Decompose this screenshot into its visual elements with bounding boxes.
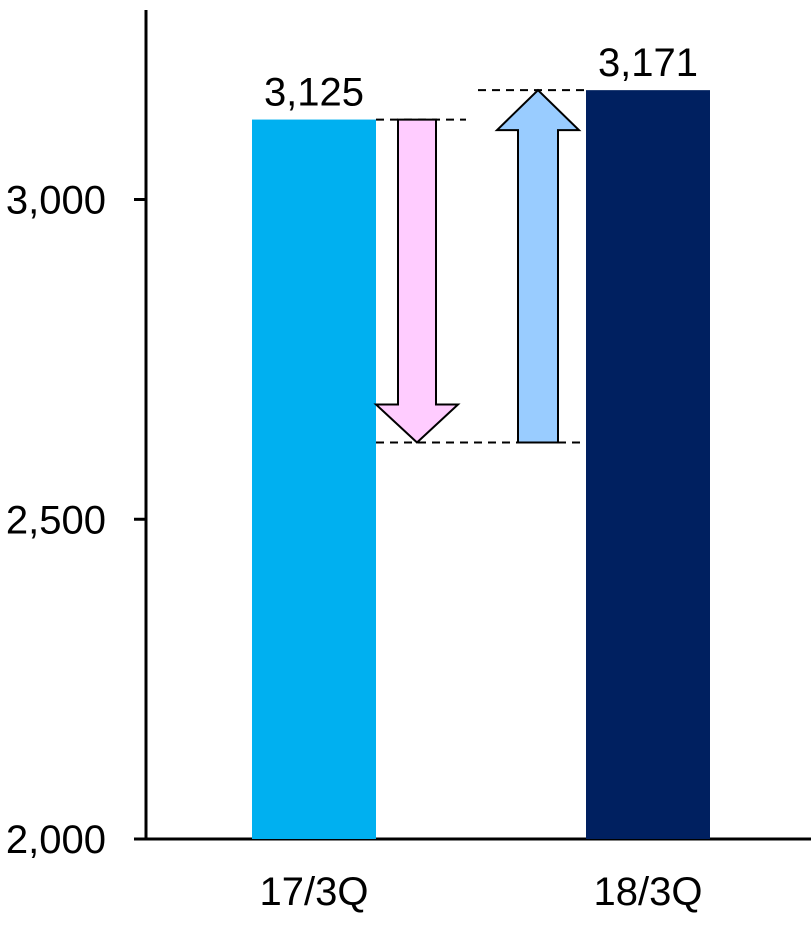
category-label: 18/3Q	[594, 870, 703, 914]
data-label: 3,171	[598, 41, 698, 85]
down-arrow	[373, 118, 461, 444]
category-label: 17/3Q	[260, 870, 369, 914]
up-arrow	[494, 88, 582, 444]
bar-17/3Q	[252, 119, 376, 839]
y-tick-label: 3,000	[6, 179, 106, 223]
y-tick-label: 2,500	[6, 498, 106, 542]
y-tick-label: 2,000	[6, 818, 106, 862]
data-label: 3,125	[264, 71, 364, 115]
bar-18/3Q	[586, 90, 710, 839]
